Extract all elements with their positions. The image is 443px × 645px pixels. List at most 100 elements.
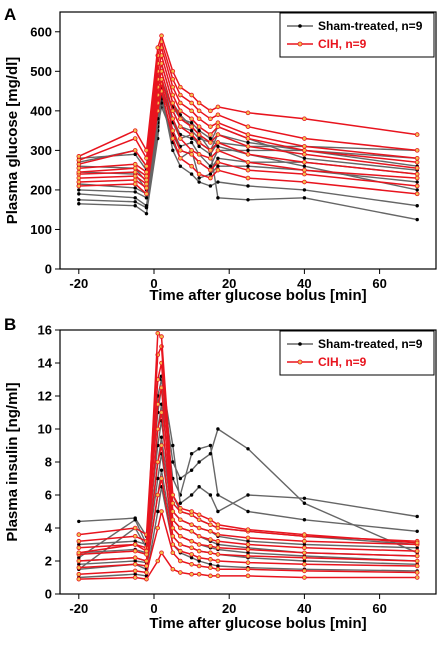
cih-data-point: [302, 152, 307, 157]
sham-data-point: [77, 519, 81, 524]
sham-data-point: [415, 217, 419, 222]
sham-data-point: [178, 476, 183, 481]
cih-data-point: [132, 165, 138, 171]
sham-data-point: [197, 128, 201, 133]
cih-data-point: [302, 545, 307, 551]
legend-sham-label: Sham-treated, n=9: [318, 19, 423, 33]
cih-data-point: [155, 525, 161, 531]
sham-data-point: [171, 460, 175, 464]
cih-data-point: [155, 558, 161, 564]
cih-data-point: [414, 159, 420, 165]
cih-data-point: [178, 525, 183, 531]
cih-data-point: [132, 561, 138, 567]
sham-data-point: [415, 188, 419, 192]
sham-data-point: [208, 184, 213, 188]
cih-data-point: [245, 527, 251, 532]
series-cih: [76, 33, 420, 197]
cih-data-point: [208, 167, 213, 173]
cih-data-point: [196, 124, 202, 129]
cih-data-point: [144, 177, 149, 183]
y-tick-label: 2: [45, 554, 52, 569]
cih-data-point: [144, 576, 149, 582]
cih-data-point: [196, 171, 202, 177]
cih-data-point: [215, 148, 221, 153]
cih-data-point: [215, 573, 221, 579]
cih-data-point: [208, 132, 213, 137]
sham-data-point: [156, 476, 160, 481]
cih-data-point: [215, 104, 221, 110]
cih-data-point: [159, 550, 164, 556]
cih-data-point: [170, 100, 176, 106]
cih-data-point: [76, 576, 82, 582]
cih-data-point: [170, 542, 176, 547]
cih-data-point: [170, 566, 176, 572]
cih-data-point: [414, 570, 420, 575]
cih-data-point: [245, 553, 251, 559]
cih-data-point: [144, 185, 149, 191]
cih-data-point: [245, 573, 251, 579]
cih-data-point: [155, 492, 161, 498]
cih-data-point: [208, 543, 213, 549]
cih-data-point: [178, 136, 183, 141]
sham-data-point: [302, 164, 307, 168]
cih-data-point: [76, 532, 82, 537]
cih-data-point: [132, 128, 138, 133]
sham-data-point: [216, 493, 220, 497]
cih-data-point: [208, 124, 213, 129]
cih-data-point: [178, 548, 183, 554]
cih-data-point: [208, 522, 213, 527]
sham-data-point: [208, 172, 213, 176]
cih-data-point: [245, 547, 251, 552]
y-axis-title: Plasma glucose [mg/dl]: [4, 57, 21, 225]
cih-data-point: [170, 69, 176, 74]
cih-data-point: [76, 545, 82, 551]
cih-data-point: [170, 92, 176, 98]
cih-data-point: [144, 558, 149, 564]
cih-data-point: [76, 165, 82, 171]
cih-data-point: [170, 108, 176, 114]
cih-data-point: [196, 100, 202, 106]
cih-data-point: [302, 568, 307, 574]
sham-data-point: [216, 144, 220, 149]
cih-data-point: [189, 116, 194, 122]
sham-data-point: [216, 164, 220, 168]
cih-data-point: [178, 570, 183, 575]
cih-data-point: [189, 552, 194, 557]
sham-animal-line: [78, 94, 418, 215]
cih-data-point: [208, 148, 213, 153]
cih-data-point: [208, 155, 213, 161]
cih-data-point: [170, 517, 176, 523]
sham-data-point: [208, 136, 213, 141]
sham-data-point: [77, 188, 81, 192]
cih-data-point: [414, 558, 420, 564]
cih-data-point: [178, 542, 183, 547]
cih-data-point: [302, 136, 307, 141]
cih-data-point: [144, 181, 149, 187]
cih-data-point: [215, 159, 221, 165]
cih-data-point: [189, 132, 194, 137]
sham-data-point: [197, 144, 201, 149]
x-tick-label: 40: [297, 276, 311, 291]
cih-data-point: [144, 563, 149, 569]
cih-data-point: [208, 565, 213, 570]
cih-data-point: [245, 542, 251, 547]
cih-data-point: [245, 560, 251, 565]
cih-data-point: [196, 116, 202, 122]
cih-data-point: [245, 152, 251, 157]
legend-box: [279, 330, 435, 376]
cih-data-point: [189, 124, 194, 129]
sham-data-point: [302, 559, 307, 563]
cih-data-point: [76, 538, 82, 544]
sham-data-point: [133, 200, 137, 204]
cih-data-point: [76, 169, 82, 175]
sham-data-point: [189, 172, 194, 176]
cih-data-point: [245, 136, 251, 141]
cih-data-point: [215, 140, 221, 145]
cih-data-point: [132, 548, 138, 554]
sham-data-point: [216, 196, 220, 200]
sham-data-point: [189, 128, 194, 133]
sham-data-point: [178, 164, 183, 168]
cih-data-point: [178, 108, 183, 114]
cih-data-point: [155, 459, 161, 465]
cih-data-point: [155, 330, 161, 336]
